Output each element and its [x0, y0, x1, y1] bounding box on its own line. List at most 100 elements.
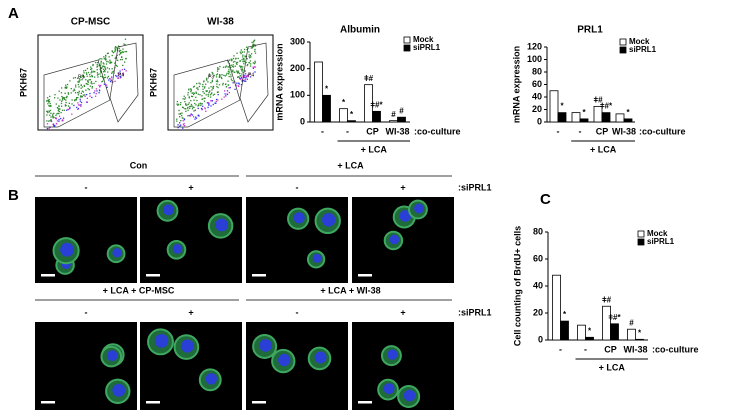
bar — [635, 338, 644, 341]
flow-dot — [242, 66, 244, 68]
flow-dot — [115, 57, 118, 59]
flow-dot — [74, 84, 77, 86]
flow-dot — [125, 57, 127, 60]
legend-label: Mock — [413, 35, 434, 44]
flow-dot — [96, 72, 99, 74]
group-label: + LCA — [599, 362, 626, 372]
flow-dot — [195, 117, 198, 119]
flow-dot — [230, 64, 232, 66]
flow-dot — [106, 60, 108, 63]
flow-dot — [206, 77, 208, 79]
flow-dot — [224, 66, 227, 68]
y-tick-label: 20 — [533, 307, 543, 317]
flow-dot — [193, 85, 195, 87]
flow-dot — [104, 68, 107, 71]
flow-dot — [229, 67, 231, 69]
flow-dot — [240, 52, 242, 55]
flow-dot — [242, 58, 245, 60]
x-tick-label: WI-38 — [612, 126, 636, 136]
flow-dot — [218, 76, 221, 79]
flow-dot — [243, 60, 245, 62]
flow-dot — [97, 73, 99, 75]
flow-dot — [93, 82, 95, 85]
flow-dot — [80, 87, 82, 89]
flow-dot — [211, 71, 213, 74]
flow-dot — [58, 112, 60, 115]
sign-label: + — [188, 182, 193, 192]
flow-dot — [49, 95, 51, 98]
flow-dot — [208, 73, 211, 75]
scale-bar — [252, 274, 266, 277]
bar — [552, 274, 561, 341]
flow-dot — [67, 93, 70, 95]
annotation: * — [563, 310, 567, 319]
flow-dot — [197, 105, 199, 107]
flow-dot — [234, 88, 236, 90]
flow-dot — [80, 105, 82, 107]
flow-dot — [187, 115, 189, 117]
annotation: # — [391, 110, 396, 119]
flow-dot — [84, 95, 86, 98]
flow-dot — [216, 73, 219, 75]
flow-dot — [49, 105, 51, 107]
flow-dot — [49, 109, 52, 112]
flow-dot — [193, 110, 195, 112]
flow-dot — [94, 90, 96, 92]
flow-dot — [57, 109, 60, 111]
flow-dot — [190, 89, 192, 92]
flow-dot — [74, 92, 77, 94]
flow-dot — [108, 56, 110, 58]
flow-dot — [238, 71, 240, 74]
flow-dot — [217, 81, 219, 83]
flow-dot — [239, 65, 241, 67]
flow-dot — [99, 66, 102, 69]
flow-dot — [85, 93, 88, 96]
flow-dot — [63, 98, 66, 100]
flow-dot — [61, 87, 63, 89]
flow-dot — [243, 51, 245, 53]
flow-dot — [207, 93, 209, 96]
flow-dot — [54, 125, 56, 127]
flow-dot — [111, 68, 113, 70]
flow-dot — [233, 55, 235, 57]
y-tick-label: 100 — [290, 90, 305, 100]
flow-dot — [230, 78, 232, 80]
annotation: * — [560, 102, 564, 111]
flow-dot — [87, 80, 89, 83]
flow-dot — [102, 71, 105, 73]
y-tick-label: 40 — [533, 280, 543, 290]
flow-dot — [205, 94, 207, 96]
flow-dot — [90, 70, 93, 72]
flow-dot — [62, 97, 64, 99]
flow-dot — [227, 70, 230, 73]
y-axis-label: Cell counting of BrdU+ cells — [512, 226, 522, 346]
flow-dot — [180, 120, 182, 122]
flow-dot — [204, 86, 206, 88]
flow-dot — [87, 81, 90, 83]
flow-dot — [221, 98, 223, 100]
micrograph — [140, 197, 242, 283]
flow-dot — [181, 106, 184, 108]
flow-dot — [208, 87, 210, 89]
flow-dot — [114, 46, 117, 48]
flow-dot — [183, 118, 186, 120]
flow-dot — [244, 55, 246, 57]
flow-dot — [58, 115, 61, 117]
flow-dot — [225, 95, 227, 97]
flow-dot — [62, 119, 64, 121]
flow-dot — [198, 85, 201, 88]
flow-dot — [226, 90, 229, 92]
y-tick-label: 80 — [533, 226, 543, 236]
flow-dot — [249, 76, 252, 78]
flow-dot — [235, 62, 238, 64]
flow-dot — [232, 69, 234, 71]
x-tick-label: - — [321, 126, 324, 136]
flow-dot — [124, 44, 126, 46]
gate — [109, 42, 139, 123]
flow-dot — [121, 51, 124, 53]
flow-dot — [253, 39, 256, 41]
flow-dot — [114, 57, 116, 59]
flow-dot — [228, 59, 231, 61]
flow-dot — [65, 87, 68, 89]
flow-dot — [66, 109, 68, 111]
